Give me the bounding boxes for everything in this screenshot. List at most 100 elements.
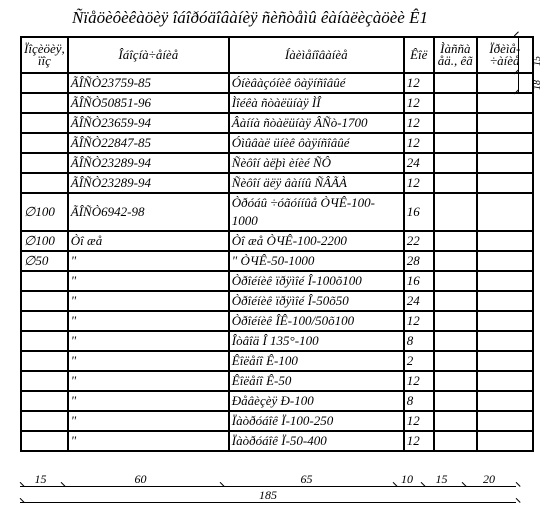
cell: 24: [404, 153, 434, 173]
cell: [434, 271, 477, 291]
cell: [434, 113, 477, 133]
cell: [477, 331, 533, 351]
table-row: "Òðîéíèê ïðÿìîé Î-100õ10016: [21, 271, 533, 291]
cell: Òðîéíèê ïðÿìîé Î-100õ100: [229, 271, 404, 291]
cell: [434, 133, 477, 153]
cell: [434, 291, 477, 311]
cell: [21, 331, 68, 351]
cell: Óìûâàë üíèê ôàÿíñîâûé: [229, 133, 404, 153]
cell: 12: [404, 371, 434, 391]
dim-label-overall: 185: [20, 488, 516, 503]
cell: 24: [404, 291, 434, 311]
cell: ÃÎÑÒ23659-94: [68, 113, 229, 133]
cell: ": [68, 411, 229, 431]
table-row: ÃÎÑÒ22847-85Óìûâàë üíèê ôàÿíñîâûé12: [21, 133, 533, 153]
cell: Ðåâèçèÿ Ð-100: [229, 391, 404, 411]
cell: [21, 173, 68, 193]
table-row: "Îòâîä Î 135°-1008: [21, 331, 533, 351]
table-header-row: Ïîçèöèÿ, ïîç Îáîçíà÷åíèå Íàèìåíîâàíèå Êî…: [21, 37, 533, 73]
cell: Âàííà ñòàëüíàÿ ÂÑò-1700: [229, 113, 404, 133]
dim-label: 15: [20, 472, 61, 487]
cell: ÃÎÑÒ23289-94: [68, 173, 229, 193]
cell: [434, 351, 477, 371]
cell: Îòâîä Î 135°-100: [229, 331, 404, 351]
cell: [434, 93, 477, 113]
cell: Êîëåíî Ê-50: [229, 371, 404, 391]
table-row: "Êîëåíî Ê-5012: [21, 371, 533, 391]
table-row: "Ïàòðóáîê Ï-100-25012: [21, 411, 533, 431]
cell: ÃÎÑÒ50851-96: [68, 93, 229, 113]
cell: 2: [404, 351, 434, 371]
cell: ": [68, 311, 229, 331]
cell: [434, 371, 477, 391]
cell: [477, 271, 533, 291]
cell: [434, 311, 477, 331]
cell: Òðîéíèê ÎÊ-100/50õ100: [229, 311, 404, 331]
cell: ": [68, 291, 229, 311]
cell: ": [68, 431, 229, 451]
table-row: "Ïàòðóáîê Ï-50-40012: [21, 431, 533, 451]
cell: 12: [404, 311, 434, 331]
cell: [477, 133, 533, 153]
cell: Ìîéêà ñòàëüíàÿ ÌÎ: [229, 93, 404, 113]
cell: [434, 411, 477, 431]
table-row: "Êîëåíî Ê-1002: [21, 351, 533, 371]
cell: 28: [404, 251, 434, 271]
cell: [477, 291, 533, 311]
vdim-label: 15: [532, 56, 541, 66]
cell: 12: [404, 73, 434, 93]
table-row: "Ðåâèçèÿ Ð-1008: [21, 391, 533, 411]
cell: [434, 231, 477, 251]
cell: [21, 73, 68, 93]
col-header-mass: Ìàññà åä., êã: [434, 37, 477, 73]
cell: 12: [404, 133, 434, 153]
cell: [477, 193, 533, 231]
cell: [477, 391, 533, 411]
cell: ": [68, 331, 229, 351]
table-row: ÃÎÑÒ50851-96Ìîéêà ñòàëüíàÿ ÌÎ12: [21, 93, 533, 113]
cell: ÃÎÑÒ23289-94: [68, 153, 229, 173]
cell: 16: [404, 193, 434, 231]
cell: [477, 251, 533, 271]
cell: [434, 331, 477, 351]
cell: [477, 351, 533, 371]
page-title: Ñïåöèôèêàöèÿ îáîðóäîâàíèÿ ñèñòåìû êàíàëè…: [0, 8, 500, 28]
cell: [21, 371, 68, 391]
cell: ∅100: [21, 231, 68, 251]
col-header-desig: Îáîçíà÷åíèå: [68, 37, 229, 73]
cell: ": [68, 271, 229, 291]
right-dimensions: 15 18: [504, 36, 540, 116]
cell: [477, 153, 533, 173]
cell: [21, 133, 68, 153]
vdim-label: 18: [532, 80, 541, 90]
cell: [21, 391, 68, 411]
table-row: "Òðîéíèê ÎÊ-100/50õ10012: [21, 311, 533, 331]
cell: 8: [404, 391, 434, 411]
cell: Ïàòðóáîê Ï-50-400: [229, 431, 404, 451]
cell: 12: [404, 113, 434, 133]
cell: [434, 391, 477, 411]
cell: [434, 173, 477, 193]
cell: [21, 291, 68, 311]
cell: [477, 113, 533, 133]
table-row: ∅100ÃÎÑÒ6942-98Òðóáû ÷óãóííûå ÒЧÊ-100-10…: [21, 193, 533, 231]
table-row: ÃÎÑÒ23759-85Óíèâàçóíèê ôàÿíñîâûé12: [21, 73, 533, 93]
cell: ": [68, 371, 229, 391]
cell: [434, 251, 477, 271]
dim-label: 15: [421, 472, 462, 487]
cell: [434, 431, 477, 451]
cell: [21, 411, 68, 431]
col-header-pos: Ïîçèöèÿ, ïîç: [21, 37, 68, 73]
col-header-qty: Êîë: [404, 37, 434, 73]
cell: 8: [404, 331, 434, 351]
table-row: ÃÎÑÒ23289-94Ñèôîí àëþì èíèé ÑÔ24: [21, 153, 533, 173]
cell: [21, 93, 68, 113]
cell: 22: [404, 231, 434, 251]
cell: 12: [404, 411, 434, 431]
cell: [21, 153, 68, 173]
cell: Êîëåíî Ê-100: [229, 351, 404, 371]
cell: 12: [404, 431, 434, 451]
cell: [477, 411, 533, 431]
cell: 12: [404, 93, 434, 113]
cell: [21, 351, 68, 371]
